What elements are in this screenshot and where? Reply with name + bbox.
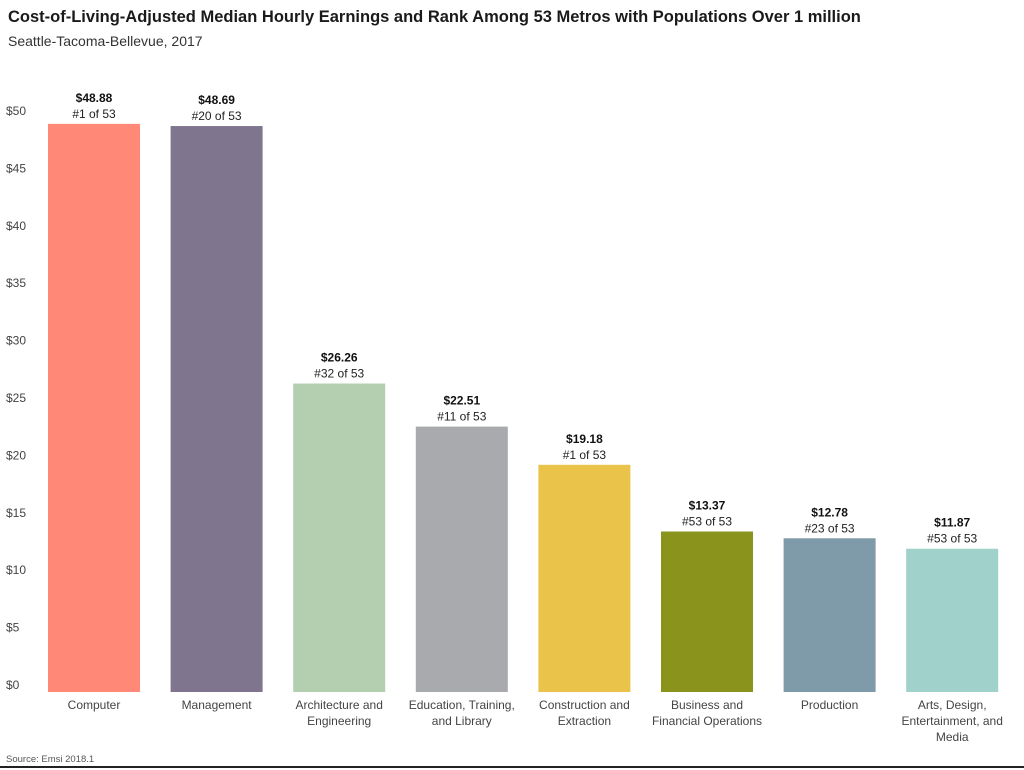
y-tick-label: $40 — [6, 219, 26, 233]
bar — [293, 383, 386, 692]
bar-rank-label: #1 of 53 — [72, 107, 116, 121]
x-axis: Computer Management Architecture and Engine… — [68, 698, 1003, 744]
x-category-label: Media — [936, 730, 969, 744]
bar — [906, 548, 999, 692]
chart-subtitle: Seattle-Tacoma-Bellevue, 2017 — [8, 33, 203, 49]
x-category-label: Construction and — [539, 698, 630, 712]
bar-rank-label: #23 of 53 — [805, 521, 855, 535]
bar-rank-label: #32 of 53 — [314, 367, 364, 381]
bar-rank-label: #1 of 53 — [563, 448, 607, 462]
bar — [415, 426, 508, 692]
x-category-label: Arts, Design, — [918, 698, 987, 712]
y-tick-label: $20 — [6, 448, 26, 462]
y-axis: $0 $5 $10 $15 $20 $25 $30 $35 $40 $45 $50 — [6, 104, 26, 692]
x-category-label: Entertainment, and — [901, 714, 1002, 728]
y-tick-label: $35 — [6, 276, 26, 290]
bars — [48, 123, 999, 692]
y-tick-label: $25 — [6, 391, 26, 405]
y-tick-label: $10 — [6, 563, 26, 577]
x-category-label: Education, Training, — [409, 698, 515, 712]
bar-labels: $48.88 #1 of 53 $48.69 #20 of 53 $26.26 #32 o… — [72, 91, 977, 546]
x-category-label: Architecture and — [296, 698, 383, 712]
bar — [783, 538, 876, 692]
x-category-label: Management — [182, 698, 253, 712]
y-tick-label: $0 — [6, 678, 20, 692]
x-category-label: Financial Operations — [652, 714, 762, 728]
x-category-label: Extraction — [558, 714, 611, 728]
x-category-label: Production — [801, 698, 858, 712]
bottom-rule — [0, 766, 1024, 768]
y-tick-label: $30 — [6, 334, 26, 348]
bar-value-label: $12.78 — [811, 505, 848, 519]
bar — [538, 464, 631, 692]
bar-rank-label: #53 of 53 — [682, 515, 732, 529]
bar — [661, 531, 753, 692]
bar-value-label: $19.18 — [566, 432, 603, 446]
bar-rank-label: #20 of 53 — [192, 109, 242, 123]
chart-title: Cost-of-Living-Adjusted Median Hourly Ea… — [8, 8, 861, 26]
bar-value-label: $26.26 — [321, 351, 358, 365]
x-category-label: Computer — [68, 698, 121, 712]
x-category-label: Business and — [671, 698, 743, 712]
bar-rank-label: #53 of 53 — [927, 532, 977, 546]
y-tick-label: $50 — [6, 104, 26, 118]
x-category-label: Engineering — [307, 714, 371, 728]
bar-value-label: $22.51 — [443, 394, 480, 408]
bar — [170, 126, 263, 692]
y-tick-label: $15 — [6, 506, 26, 520]
y-tick-label: $5 — [6, 621, 20, 635]
bar-value-label: $13.37 — [689, 499, 726, 513]
x-category-label: and Library — [432, 714, 492, 728]
source-note: Source: Emsi 2018.1 — [6, 754, 95, 765]
bar-rank-label: #11 of 53 — [437, 410, 486, 424]
bar — [48, 123, 140, 692]
bar-value-label: $48.88 — [76, 91, 113, 105]
bar-value-label: $48.69 — [198, 93, 235, 107]
y-tick-label: $45 — [6, 161, 26, 175]
bar-value-label: $11.87 — [934, 516, 970, 530]
